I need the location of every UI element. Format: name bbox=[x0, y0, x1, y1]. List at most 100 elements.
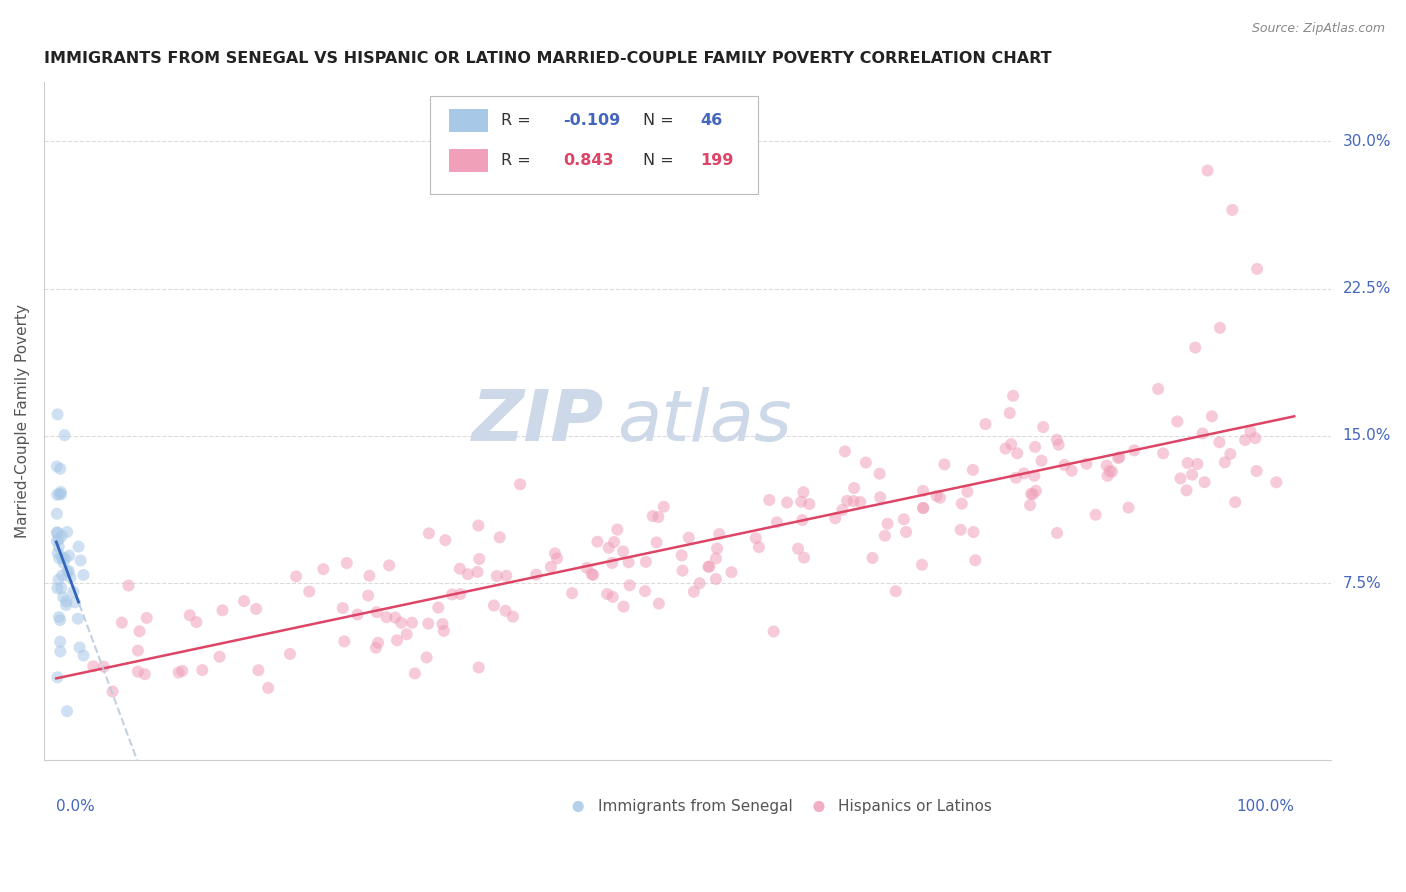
Point bbox=[1225, 495, 1247, 509]
Point bbox=[965, 553, 987, 567]
Text: 0.0%: 0.0% bbox=[56, 799, 96, 814]
Point bbox=[1019, 498, 1042, 512]
Point bbox=[842, 481, 865, 495]
Point bbox=[69, 553, 91, 567]
Point bbox=[720, 566, 742, 580]
Point bbox=[1012, 467, 1035, 481]
Point bbox=[911, 558, 934, 572]
Point bbox=[1152, 446, 1174, 460]
Point bbox=[482, 599, 505, 613]
Point bbox=[359, 568, 381, 582]
Point bbox=[582, 568, 605, 582]
Point bbox=[998, 406, 1021, 420]
Point bbox=[488, 530, 510, 544]
Point bbox=[66, 612, 89, 626]
Point bbox=[285, 569, 308, 583]
Point bbox=[929, 491, 952, 505]
Point bbox=[432, 617, 454, 632]
Point bbox=[357, 589, 380, 603]
Point bbox=[1108, 450, 1130, 465]
Point bbox=[689, 576, 711, 591]
Point bbox=[862, 551, 884, 566]
Text: N =: N = bbox=[643, 153, 679, 169]
Point bbox=[46, 546, 69, 560]
Point bbox=[634, 584, 657, 599]
Point bbox=[457, 567, 479, 582]
Point bbox=[634, 555, 657, 569]
Point bbox=[298, 584, 321, 599]
Point bbox=[49, 462, 72, 476]
Point bbox=[1005, 446, 1028, 460]
Point bbox=[602, 590, 624, 604]
Point bbox=[540, 560, 562, 574]
Point bbox=[468, 552, 491, 566]
Point bbox=[245, 602, 267, 616]
Point bbox=[561, 586, 583, 600]
Point bbox=[831, 503, 853, 517]
Point bbox=[191, 663, 214, 677]
Point bbox=[48, 533, 70, 547]
Point bbox=[56, 704, 79, 718]
Point bbox=[467, 565, 489, 579]
Point bbox=[648, 597, 671, 611]
Point bbox=[59, 570, 82, 584]
Point bbox=[893, 512, 915, 526]
Point bbox=[758, 493, 780, 508]
Point bbox=[1246, 464, 1268, 478]
Point bbox=[544, 546, 567, 560]
Point bbox=[1220, 202, 1243, 217]
Point bbox=[934, 458, 956, 472]
Point bbox=[72, 648, 94, 663]
Point bbox=[647, 510, 669, 524]
Point bbox=[172, 664, 194, 678]
Point bbox=[433, 624, 456, 638]
Point bbox=[1219, 447, 1241, 461]
Point bbox=[792, 485, 814, 500]
Point bbox=[894, 524, 917, 539]
Point bbox=[367, 636, 389, 650]
Point bbox=[869, 467, 891, 481]
Point bbox=[787, 541, 810, 556]
Point bbox=[441, 587, 464, 601]
Point bbox=[1191, 426, 1213, 441]
Point bbox=[1118, 500, 1140, 515]
Text: 199: 199 bbox=[700, 153, 734, 169]
Point bbox=[776, 495, 799, 509]
Point bbox=[1175, 483, 1198, 498]
Text: N =: N = bbox=[643, 112, 679, 128]
Point bbox=[1076, 457, 1098, 471]
Point bbox=[652, 500, 675, 514]
Point bbox=[434, 533, 457, 548]
Point bbox=[1123, 443, 1146, 458]
Point bbox=[524, 567, 547, 582]
Point bbox=[502, 609, 524, 624]
Point bbox=[485, 569, 508, 583]
Text: 46: 46 bbox=[700, 112, 723, 128]
Point bbox=[1197, 163, 1219, 178]
Point bbox=[949, 523, 972, 537]
Point bbox=[167, 665, 190, 680]
Point bbox=[596, 587, 619, 601]
Point bbox=[617, 555, 640, 569]
Text: 0.843: 0.843 bbox=[562, 153, 613, 169]
Point bbox=[1170, 471, 1192, 485]
Point bbox=[48, 551, 70, 566]
Point bbox=[46, 525, 69, 540]
Point bbox=[336, 556, 359, 570]
Point bbox=[1246, 261, 1268, 276]
Point bbox=[766, 515, 789, 529]
Point bbox=[55, 598, 77, 612]
Point bbox=[994, 442, 1017, 456]
Point bbox=[127, 643, 149, 657]
Point bbox=[1098, 464, 1121, 478]
Point bbox=[1194, 475, 1216, 490]
Point bbox=[134, 667, 156, 681]
Point bbox=[912, 483, 935, 498]
Point bbox=[950, 497, 973, 511]
Point bbox=[186, 615, 208, 629]
Point bbox=[56, 565, 79, 579]
Y-axis label: Married-Couple Family Poverty: Married-Couple Family Poverty bbox=[15, 304, 30, 538]
Point bbox=[211, 603, 233, 617]
Point bbox=[449, 562, 471, 576]
Point bbox=[208, 649, 231, 664]
